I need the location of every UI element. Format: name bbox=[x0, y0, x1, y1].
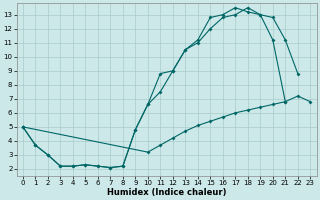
X-axis label: Humidex (Indice chaleur): Humidex (Indice chaleur) bbox=[107, 188, 226, 197]
